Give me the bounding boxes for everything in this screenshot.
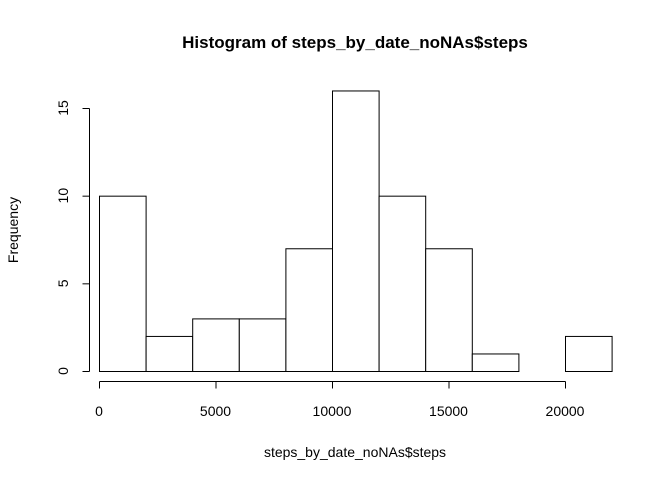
- x-tick-label: 5000: [200, 403, 231, 419]
- histogram-bar: [565, 335, 613, 372]
- histogram-bar: [332, 90, 380, 372]
- y-tick-label: 0: [55, 367, 71, 375]
- y-tick-label: 15: [55, 100, 71, 116]
- histogram-bar: [425, 248, 473, 372]
- chart-title: Histogram of steps_by_date_noNAs$steps: [182, 33, 528, 52]
- y-axis: 0 5 10 15: [55, 100, 90, 375]
- x-tick-label: 20000: [546, 403, 585, 419]
- histogram-bar: [285, 248, 333, 372]
- x-tick-label: 0: [95, 403, 103, 419]
- histogram-bar: [238, 318, 287, 372]
- histogram-bar: [378, 195, 427, 372]
- histogram-bar: [192, 318, 240, 372]
- y-tick-label: 5: [55, 279, 71, 287]
- x-axis-label: steps_by_date_noNAs$steps: [264, 444, 446, 460]
- y-tick-label: 10: [55, 188, 71, 204]
- y-axis-label: Frequency: [5, 197, 21, 263]
- histogram-bar: [99, 195, 147, 372]
- x-tick-label: 15000: [429, 403, 468, 419]
- histogram-bar: [145, 335, 194, 372]
- histogram-bar: [471, 353, 520, 373]
- x-tick-label: 10000: [313, 403, 352, 419]
- x-axis: 0 5000 10000 15000 20000: [95, 381, 585, 419]
- bars-group: [99, 90, 613, 373]
